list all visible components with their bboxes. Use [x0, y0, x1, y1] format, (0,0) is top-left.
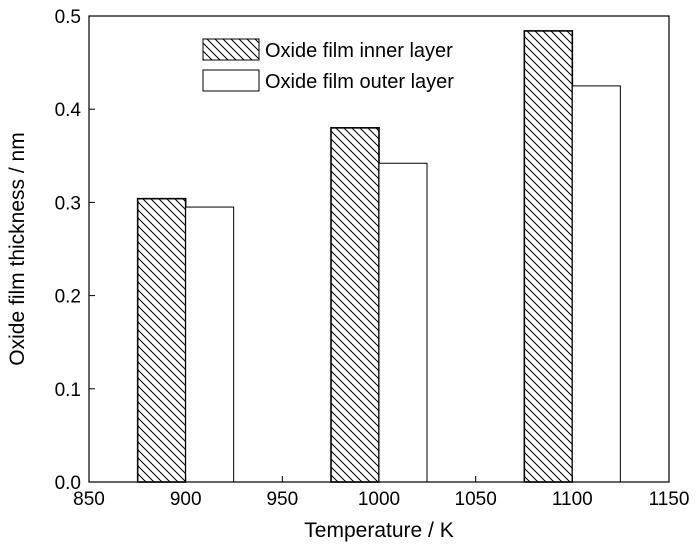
- bar-outer-1000: [378, 162, 428, 483]
- legend-label-inner: Oxide film inner layer: [265, 40, 453, 62]
- x-tick-label: 950: [266, 489, 298, 510]
- bars-layer: [136, 30, 621, 483]
- x-tick-label: 1050: [455, 489, 497, 510]
- x-tick-label: 1100: [552, 489, 593, 510]
- bar-inner-1100: [523, 30, 574, 483]
- ticks-layer: 850 900 950 1000 1050 1100 1150 0.0 0.1 0.2 0.3 0.4…: [55, 7, 690, 510]
- bar-outer-1100: [571, 85, 621, 483]
- y-tick-label: 0.4: [55, 100, 82, 121]
- bar-inner-900: [136, 197, 187, 483]
- bar-outer-900: [185, 206, 235, 483]
- y-tick-label: 0.0: [55, 473, 81, 494]
- legend: Oxide film inner layer Oxide film outer …: [202, 38, 454, 93]
- x-tick-label: 850: [73, 489, 105, 510]
- y-tick-label: 0.3: [55, 193, 81, 214]
- x-axis-title: Temperature / K: [304, 519, 453, 542]
- legend-swatch-outer: [202, 69, 260, 92]
- legend-swatch-inner: [202, 38, 260, 61]
- x-tick-label: 1000: [358, 489, 400, 510]
- y-tick-label: 0.2: [55, 287, 81, 308]
- y-tick-label: 0.1: [55, 380, 81, 401]
- legend-label-outer: Oxide film outer layer: [265, 71, 454, 93]
- x-tick-label: 1150: [649, 489, 690, 510]
- bar-inner-1000: [330, 127, 380, 483]
- y-axis-title: Oxide film thickness / nm: [6, 132, 29, 365]
- y-tick-label: 0.5: [55, 7, 81, 28]
- x-tick-label: 900: [170, 489, 202, 510]
